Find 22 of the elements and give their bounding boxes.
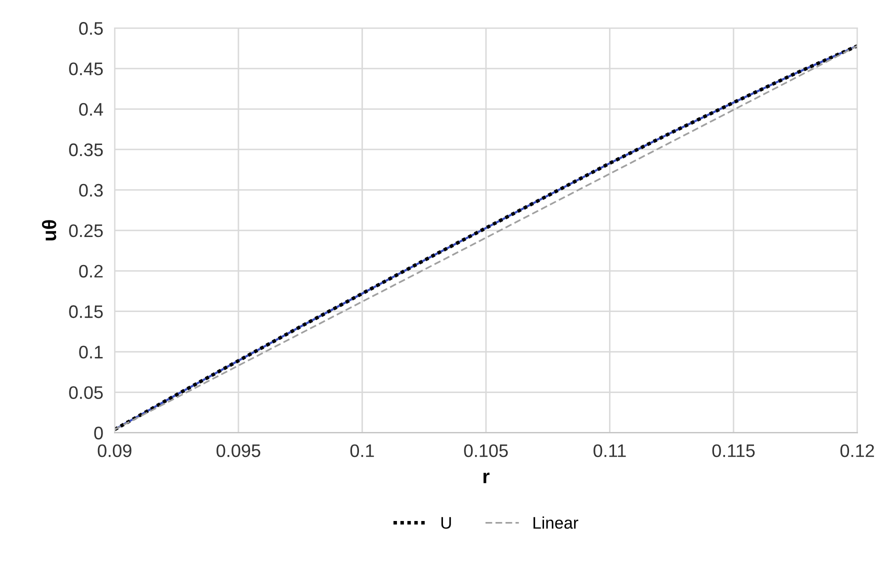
y-tick-label: 0.2 bbox=[79, 264, 103, 278]
y-axis-title: uθ bbox=[42, 220, 56, 240]
x-tick-label: 0.115 bbox=[712, 444, 755, 458]
y-tick-label: 0.1 bbox=[79, 346, 103, 359]
x-tick-label: 0.12 bbox=[840, 444, 874, 458]
y-tick-label: 0 bbox=[94, 426, 103, 440]
y-tick-label: 0.3 bbox=[79, 184, 103, 197]
y-tick-label: 0.25 bbox=[69, 224, 103, 238]
y-tick-label: 0.05 bbox=[69, 386, 103, 399]
y-tick-label: 0.5 bbox=[79, 22, 103, 35]
x-tick-label: 0.095 bbox=[216, 444, 260, 458]
x-tick-label: 0.1 bbox=[350, 444, 374, 458]
legend-label: U bbox=[441, 517, 451, 529]
y-tick-label: 0.15 bbox=[69, 305, 103, 318]
x-tick-label: 0.11 bbox=[594, 444, 626, 458]
x-tick-label: 0.09 bbox=[98, 444, 132, 458]
x-tick-label: 0.105 bbox=[464, 444, 508, 458]
x-axis-title: r bbox=[483, 472, 490, 484]
legend-label: Linear bbox=[534, 516, 578, 529]
y-tick-label: 0.45 bbox=[69, 62, 103, 76]
y-tick-label: 0.35 bbox=[69, 143, 103, 156]
y-tick-label: 0.4 bbox=[79, 102, 104, 116]
